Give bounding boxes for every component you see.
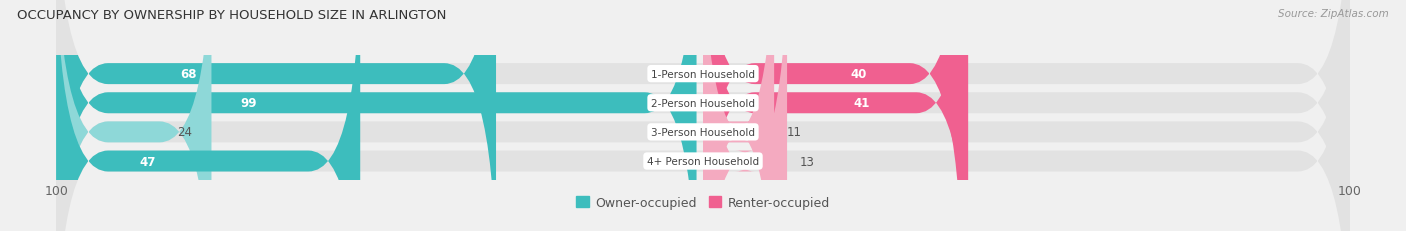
FancyBboxPatch shape xyxy=(56,0,1350,231)
FancyBboxPatch shape xyxy=(703,0,962,231)
FancyBboxPatch shape xyxy=(703,0,787,231)
Text: 41: 41 xyxy=(853,97,870,110)
Text: 1-Person Household: 1-Person Household xyxy=(651,69,755,79)
Legend: Owner-occupied, Renter-occupied: Owner-occupied, Renter-occupied xyxy=(576,196,830,209)
Text: 13: 13 xyxy=(800,155,815,168)
Text: 4+ Person Household: 4+ Person Household xyxy=(647,156,759,166)
Text: 40: 40 xyxy=(851,68,866,81)
FancyBboxPatch shape xyxy=(703,0,775,231)
Text: 3-Person Household: 3-Person Household xyxy=(651,127,755,137)
Text: 47: 47 xyxy=(139,155,156,168)
Text: 11: 11 xyxy=(787,126,801,139)
FancyBboxPatch shape xyxy=(56,0,1350,231)
FancyBboxPatch shape xyxy=(703,0,969,231)
Text: 68: 68 xyxy=(180,68,197,81)
Text: Source: ZipAtlas.com: Source: ZipAtlas.com xyxy=(1278,9,1389,19)
FancyBboxPatch shape xyxy=(56,0,1350,231)
FancyBboxPatch shape xyxy=(56,0,1350,231)
FancyBboxPatch shape xyxy=(56,0,211,231)
Text: 99: 99 xyxy=(240,97,256,110)
Text: OCCUPANCY BY OWNERSHIP BY HOUSEHOLD SIZE IN ARLINGTON: OCCUPANCY BY OWNERSHIP BY HOUSEHOLD SIZE… xyxy=(17,9,446,22)
Text: 2-Person Household: 2-Person Household xyxy=(651,98,755,108)
FancyBboxPatch shape xyxy=(56,0,360,231)
FancyBboxPatch shape xyxy=(56,0,696,231)
FancyBboxPatch shape xyxy=(56,0,496,231)
Text: 24: 24 xyxy=(177,126,193,139)
